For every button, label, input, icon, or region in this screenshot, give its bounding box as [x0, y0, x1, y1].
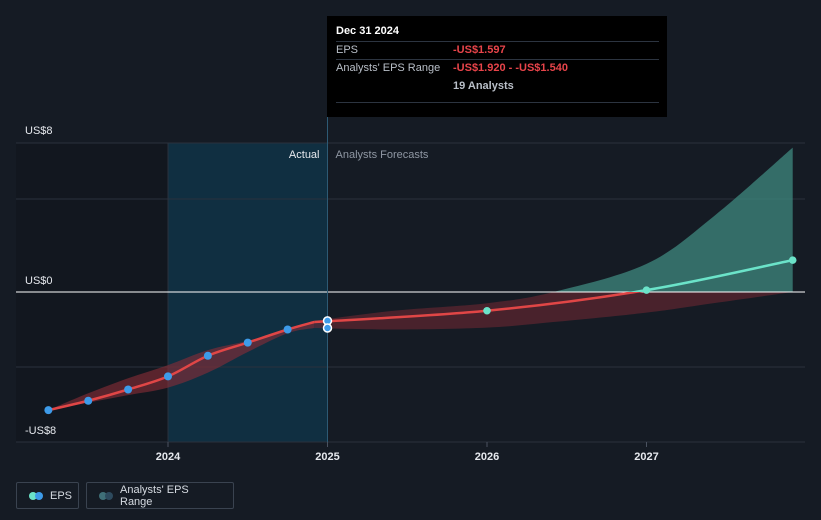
- actual-eps-point: [203, 351, 212, 360]
- legend-eps-toggle[interactable]: EPS: [16, 482, 79, 509]
- forecast-eps-line-negative: [314, 292, 643, 324]
- actual-eps-point: [243, 338, 252, 347]
- forecast-eps-line-positive: [626, 258, 793, 292]
- tooltip-range-row: Analysts' EPS Range -US$1.920 - -US$1.54…: [336, 59, 659, 77]
- forecast-eps-point: [642, 286, 651, 294]
- tooltip-range-value: -US$1.920 - -US$1.540: [453, 62, 568, 74]
- forecast-range-area-positive: [553, 147, 793, 292]
- tooltip-eps-row: EPS -US$1.597: [336, 41, 659, 59]
- eps-legend-icon: [29, 491, 43, 500]
- x-tick-label: 2024: [156, 451, 181, 463]
- legend-range-toggle[interactable]: Analysts' EPS Range: [86, 482, 234, 509]
- y-label-zero: US$0: [25, 275, 53, 287]
- tooltip-eps-label: EPS: [336, 44, 359, 56]
- tooltip-divider: [336, 102, 659, 103]
- x-axis-ticks: 2024 2025 2026 2027: [156, 442, 659, 463]
- legend-eps-label: EPS: [50, 489, 73, 502]
- actual-eps-point: [283, 325, 292, 334]
- forecast-eps-point: [788, 256, 797, 264]
- tooltip-analysts-count: 19 Analysts: [453, 80, 514, 92]
- x-tick-label: 2027: [634, 451, 658, 463]
- forecast-section-label: Analysts Forecasts: [336, 149, 429, 161]
- tooltip-range-label: Analysts' EPS Range: [336, 62, 441, 74]
- actual-section-label: Actual: [289, 149, 320, 161]
- actual-eps-point: [124, 385, 133, 394]
- legend-range-label: Analysts' EPS Range: [120, 483, 189, 508]
- tooltip-marker-point: [322, 323, 333, 333]
- actual-eps-point: [44, 406, 53, 415]
- eps-points: [44, 256, 797, 415]
- y-label-bottom: -US$8: [25, 425, 56, 437]
- tooltip-eps-value: -US$1.597: [453, 44, 506, 56]
- forecast-range-area-negative: [314, 292, 793, 330]
- tooltip-date: Dec 31 2024: [336, 25, 399, 37]
- forecast-eps-point: [483, 306, 491, 315]
- y-label-top: US$8: [25, 125, 53, 137]
- x-tick-label: 2025: [315, 451, 339, 463]
- x-tick-label: 2026: [475, 451, 499, 463]
- actual-eps-point: [164, 372, 172, 381]
- eps-tooltip: Dec 31 2024 EPS -US$1.597 Analysts' EPS …: [327, 16, 667, 117]
- actual-eps-point: [84, 396, 93, 405]
- range-legend-icon: [99, 491, 113, 500]
